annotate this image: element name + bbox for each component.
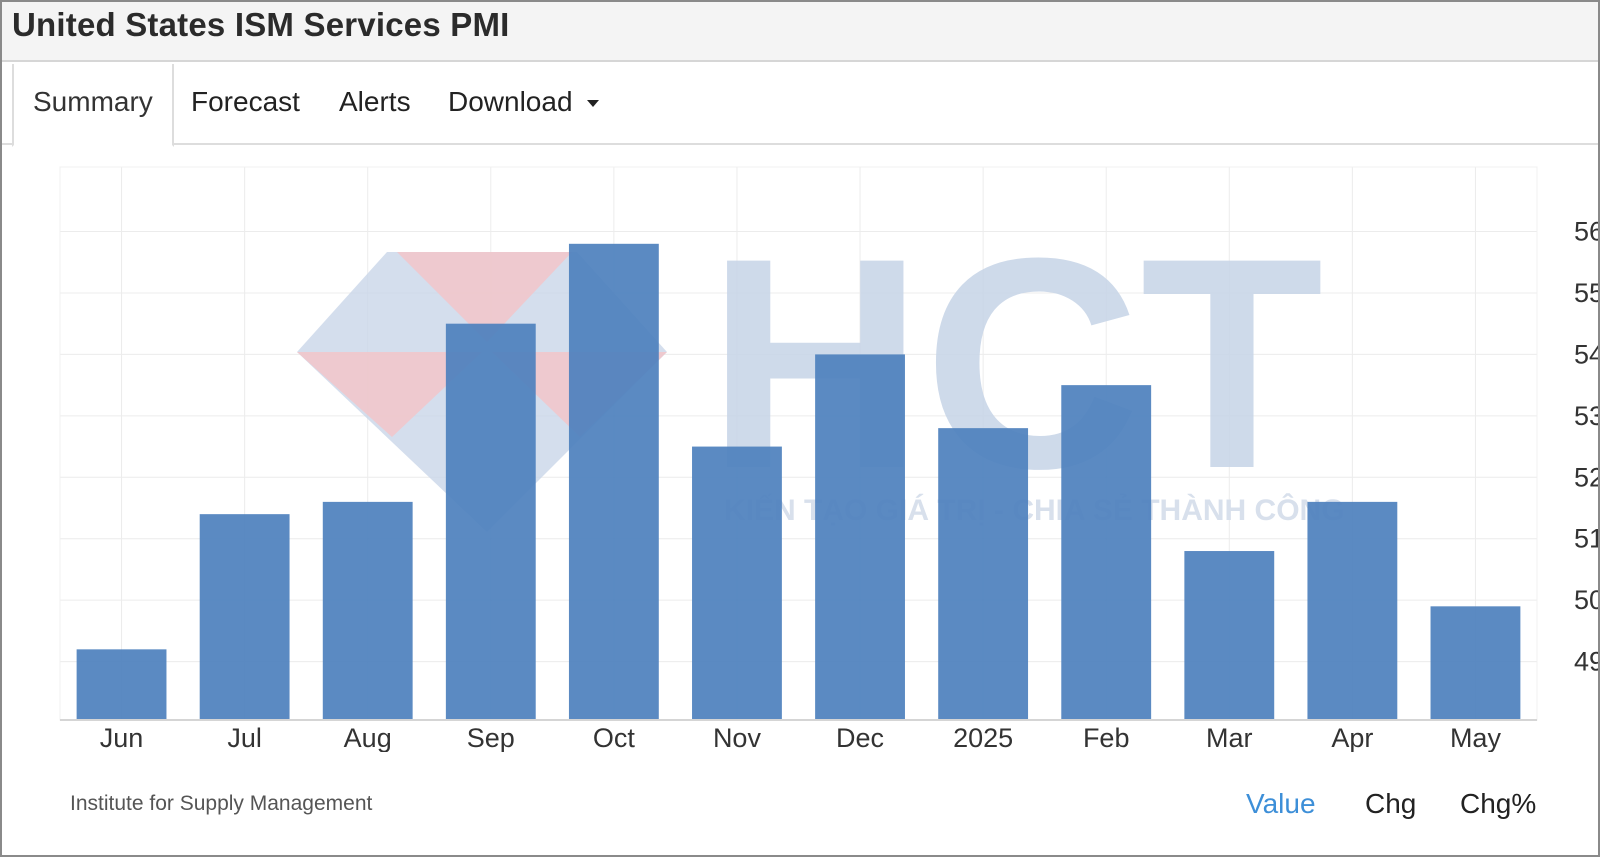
y-tick-label: 50 bbox=[1574, 585, 1598, 615]
x-axis-ticks: Jun Jul Aug Sep Oct Nov Dec 2025 Feb Mar Apr May bbox=[100, 723, 1502, 752]
bar-nov[interactable] bbox=[692, 446, 782, 720]
tab-summary[interactable]: Summary bbox=[12, 64, 174, 147]
tab-alerts[interactable]: Alerts bbox=[339, 86, 411, 117]
x-tick-label: Dec bbox=[836, 723, 884, 752]
tab-bar: Summary Forecast Alerts Download bbox=[2, 64, 1598, 147]
bar-apr[interactable] bbox=[1307, 501, 1398, 720]
tab-download-label: Download bbox=[448, 86, 573, 117]
chg-percent-toggle[interactable]: Chg% bbox=[1460, 788, 1537, 819]
tab-download[interactable]: Download bbox=[448, 64, 599, 145]
x-tick-label: Apr bbox=[1331, 723, 1373, 752]
x-tick-label: May bbox=[1450, 723, 1502, 752]
x-tick-label: Sep bbox=[467, 723, 515, 752]
y-tick-label: 53 bbox=[1574, 401, 1598, 431]
bar-aug[interactable] bbox=[322, 501, 413, 720]
bar-chart: HCT KIẾN TẠO GIÁ TRỊ - CHIA SẺ THÀNH CÔN… bbox=[59, 166, 1598, 752]
bar-feb[interactable] bbox=[1061, 385, 1152, 720]
tab-forecast[interactable]: Forecast bbox=[191, 86, 300, 117]
bar-dec[interactable] bbox=[815, 354, 905, 720]
title-bar: United States ISM Services PMI bbox=[2, 2, 1598, 62]
bar-may[interactable] bbox=[1430, 606, 1521, 720]
caret-down-icon bbox=[586, 100, 599, 108]
x-tick-label: 2025 bbox=[953, 723, 1013, 752]
y-tick-label: 49 bbox=[1574, 647, 1598, 677]
source-label: Institute for Supply Management bbox=[70, 792, 373, 815]
chg-toggle[interactable]: Chg bbox=[1365, 788, 1417, 819]
bar-jul[interactable] bbox=[199, 514, 290, 720]
page-title: United States ISM Services PMI bbox=[12, 6, 510, 43]
watermark-diamond-top-red bbox=[397, 252, 572, 342]
x-tick-label: Nov bbox=[713, 723, 762, 752]
y-tick-label: 55 bbox=[1574, 278, 1598, 308]
bar-mar[interactable] bbox=[1184, 551, 1275, 720]
y-tick-label: 52 bbox=[1574, 462, 1598, 492]
x-tick-label: Feb bbox=[1083, 723, 1130, 752]
x-tick-label: Jun bbox=[100, 723, 144, 752]
grid-lines bbox=[59, 166, 1538, 721]
x-tick-label: Aug bbox=[344, 723, 392, 752]
x-tick-label: Jul bbox=[227, 723, 262, 752]
bars bbox=[76, 243, 1521, 721]
bar-jun[interactable] bbox=[76, 649, 167, 720]
x-tick-label: Mar bbox=[1206, 723, 1253, 752]
bar-sep[interactable] bbox=[445, 323, 536, 720]
value-toggle[interactable]: Value bbox=[1246, 788, 1316, 819]
bar-oct[interactable] bbox=[568, 243, 659, 721]
bar-2025[interactable] bbox=[938, 428, 1029, 720]
y-tick-label: 54 bbox=[1574, 339, 1598, 369]
y-axis-ticks: 49 50 51 52 53 54 55 56 bbox=[1574, 217, 1598, 677]
y-tick-label: 56 bbox=[1574, 217, 1598, 247]
x-tick-label: Oct bbox=[593, 723, 636, 752]
chart-area: HCT KIẾN TẠO GIÁ TRỊ - CHIA SẺ THÀNH CÔN… bbox=[2, 152, 1598, 752]
y-tick-label: 51 bbox=[1574, 524, 1598, 554]
watermark-diamond-left-red bbox=[297, 352, 482, 437]
